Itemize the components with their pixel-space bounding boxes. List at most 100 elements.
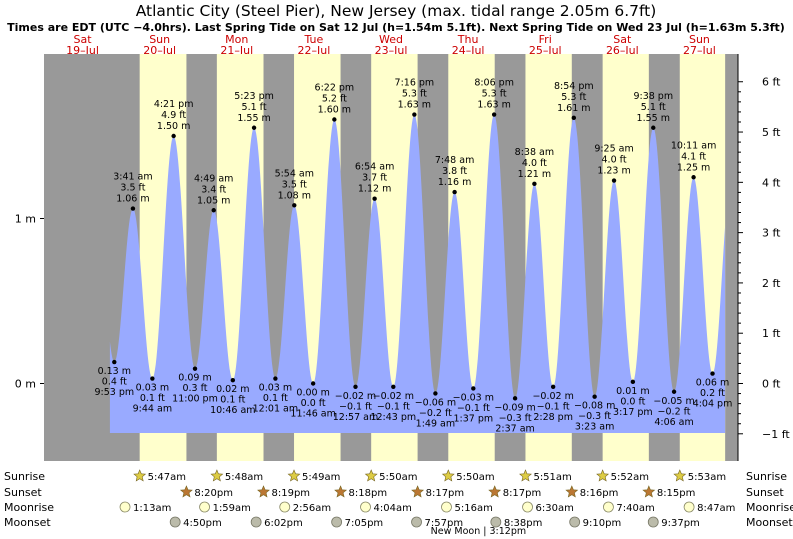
tide-feet-label: −0.2 ft [419, 408, 452, 419]
tide-time-label: 7:16 pm [395, 78, 435, 89]
tide-point [391, 384, 396, 389]
tide-metres-label: 0.03 m [136, 383, 169, 394]
day-name: Sat [613, 33, 632, 46]
row-label-right: Moonrise [746, 501, 793, 514]
event-time: 8:38pm [504, 518, 543, 529]
tide-feet-label: 3.7 ft [362, 173, 387, 184]
day-name: Fri [539, 33, 552, 46]
event-time: 4:50pm [183, 518, 222, 529]
tide-point [592, 394, 597, 399]
tide-time-label: 5:54 am [275, 168, 314, 179]
tide-time-label: 2:28 pm [533, 412, 573, 423]
moonset-icon [569, 516, 581, 528]
event-time: 5:49am [302, 472, 340, 483]
tide-point [691, 175, 696, 180]
tide-time-label: 11:00 pm [172, 394, 218, 405]
tide-time-label: 9:44 am [133, 404, 172, 415]
event-time: 5:53am [688, 472, 726, 483]
tide-feet-label: 0.1 ft [263, 393, 288, 404]
tide-feet-label: 0.2 ft [700, 388, 725, 399]
tide-time-label: 5:23 pm [234, 91, 274, 102]
tide-time-label: 4:21 pm [154, 99, 194, 110]
tide-time-label: 9:25 am [594, 144, 633, 155]
sunrise-icon [673, 469, 687, 482]
tide-metres-label: −0.08 m [574, 401, 615, 412]
tide-curve [109, 114, 726, 433]
event-time: 7:57pm [425, 518, 464, 529]
tide-feet-label: −0.2 ft [658, 406, 691, 417]
tide-point [611, 178, 617, 183]
tide-metres-label: 1.55 m [237, 113, 270, 124]
tide-metres-label: 1.05 m [197, 195, 230, 206]
tide-time-label: 1:49 am [416, 418, 455, 429]
tide-time-label: 3:23 am [575, 422, 614, 433]
tide-time-label: 11:46 am [290, 409, 335, 420]
tide-point [273, 376, 278, 381]
tide-feet-label: −0.1 ft [377, 401, 410, 412]
event-time: 8:18pm [349, 488, 388, 499]
tide-feet-label: 5.2 ft [322, 94, 347, 105]
tide-feet-label: 5.3 ft [402, 89, 427, 100]
event-time: 8:19pm [272, 488, 311, 499]
moonrise-icon [683, 501, 695, 513]
tide-point [671, 389, 677, 394]
tide-metres-label: 1.12 m [358, 184, 391, 195]
tide-time-label: 8:06 pm [474, 78, 514, 89]
tide-feet-label: 3.8 ft [442, 166, 467, 177]
day-date: 24–Jul [452, 44, 485, 57]
right-tick-label: 6 ft [762, 76, 781, 89]
right-tick-label: −1 ft [762, 428, 790, 441]
tide-metres-label: 1.50 m [157, 121, 190, 132]
tide-metres-label: 1.23 m [597, 166, 630, 177]
tide-time-label: 3:17 pm [613, 407, 653, 418]
tide-time-label: 8:54 pm [554, 81, 594, 92]
tide-time-label: 1:37 pm [453, 413, 493, 424]
tide-metres-label: −0.09 m [494, 402, 535, 413]
tide-time-label: 9:38 pm [633, 91, 673, 102]
event-time: 8:15pm [657, 488, 696, 499]
tide-feet-label: 3.4 ft [201, 184, 226, 195]
tide-point [230, 378, 236, 383]
moonrise-icon [360, 501, 371, 513]
event-time: 5:51am [533, 472, 571, 483]
tide-point [192, 366, 198, 371]
tide-point [471, 386, 476, 391]
tide-feet-label: 0.4 ft [102, 377, 127, 388]
tide-metres-label: 1.61 m [557, 103, 590, 114]
tide-metres-label: −0.06 m [415, 397, 456, 408]
tide-time-label: 8:38 am [515, 147, 554, 158]
chart-subtitle: Times are EDT (UTC −4.0hrs). Last Spring… [7, 21, 785, 34]
tide-feet-label: 4.9 ft [161, 110, 186, 121]
right-tick-label: 0 ft [762, 378, 781, 391]
day-name: Tue [303, 33, 323, 46]
tide-point [630, 379, 636, 385]
event-time: 8:17pm [503, 488, 542, 499]
tide-point [550, 384, 556, 389]
tide-point [710, 371, 715, 376]
tide-point [491, 112, 497, 117]
event-time: 1:13am [133, 503, 171, 514]
chart-title: Atlantic City (Steel Pier), New Jersey (… [136, 2, 657, 20]
tide-point [130, 206, 136, 211]
tide-feet-label: 0.0 ft [620, 396, 645, 407]
moonset-icon [411, 516, 422, 528]
day-date: 26–Jul [606, 44, 639, 57]
right-tick-label: 2 ft [762, 277, 781, 290]
day-name: Mon [225, 33, 248, 46]
event-time: 7:05pm [345, 518, 384, 529]
tide-point [251, 125, 257, 130]
day-date: 21–Jul [220, 44, 253, 57]
tide-metres-label: 1.60 m [318, 105, 351, 116]
tide-metres-label: 1.16 m [438, 177, 471, 188]
tide-time-label: 4:49 am [194, 173, 233, 184]
moon-phase-label: New Moon | 3:12pm [431, 526, 526, 537]
astro-rows: Sunrise Sunrise 5:47am 5:48am 5:49am 5:50am 5:… [4, 469, 793, 529]
event-time: 1:59am [213, 503, 251, 514]
row-label-right: Sunrise [746, 470, 787, 483]
tide-time-label: 3:41 am [113, 172, 152, 183]
tide-labels: 0.13 m0.4 ft9:53 pm3:41 am3.5 ft1.06 m0.… [94, 78, 732, 435]
left-tick-label: 1 m [15, 213, 36, 226]
tide-feet-label: −0.1 ft [537, 401, 570, 412]
tide-point [332, 117, 337, 122]
